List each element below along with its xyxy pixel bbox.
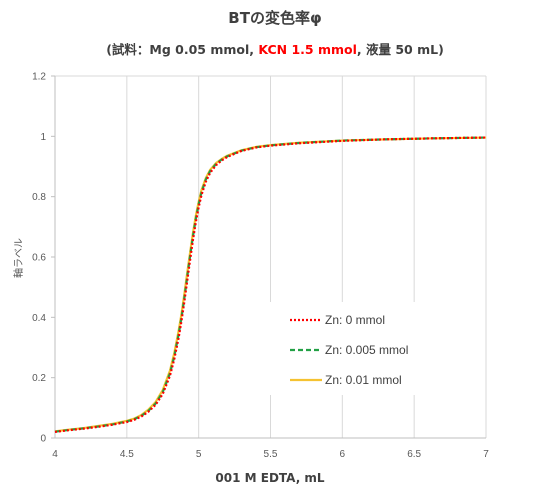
x-tick-label: 7	[483, 449, 489, 460]
subtitle-suffix: , 液量 50 mL)	[357, 42, 444, 57]
legend-label: Zn: 0.01 mmol	[325, 373, 402, 387]
series-lines	[54, 136, 487, 434]
legend-label: Zn: 0.005 mmol	[325, 343, 408, 357]
subtitle-prefix: (試料：Mg 0.05 mmol,	[106, 42, 258, 57]
y-tick-label: 0.8	[32, 192, 46, 203]
chart-subtitle: (試料：Mg 0.05 mmol, KCN 1.5 mmol, 液量 50 mL…	[106, 42, 444, 57]
x-tick-label: 4	[52, 449, 58, 460]
y-tick-label: 1.2	[32, 72, 46, 83]
x-tick-label: 5	[196, 449, 202, 460]
x-tick-label: 4.5	[120, 449, 134, 460]
tick-labels: 4 4.5 5 5.5 6 6.5 7 0 0.2 0.4 0.6 0.8 1 1.2	[32, 72, 489, 461]
subtitle-highlight: KCN 1.5 mmol	[258, 42, 357, 57]
grid-lines	[54, 75, 487, 438]
x-tick-label: 6.5	[407, 449, 421, 460]
legend: Zn: 0 mmol Zn: 0.005 mmol Zn: 0.01 mmol	[268, 302, 436, 395]
y-axis-title: 軸ラベル	[12, 238, 25, 278]
axes	[51, 75, 486, 439]
x-axis-title: 001 M EDTA, mL	[215, 471, 325, 485]
y-tick-label: 0.6	[32, 253, 46, 264]
series-line	[54, 136, 487, 434]
y-tick-label: 0.4	[32, 313, 46, 324]
legend-label: Zn: 0 mmol	[325, 313, 385, 327]
x-tick-label: 6	[340, 449, 346, 460]
y-tick-label: 1	[40, 132, 46, 143]
x-tick-label: 5.5	[264, 449, 278, 460]
y-tick-label: 0	[40, 434, 46, 445]
y-tick-label: 0.2	[32, 373, 46, 384]
chart-title: BTの変色率φ	[228, 9, 321, 27]
